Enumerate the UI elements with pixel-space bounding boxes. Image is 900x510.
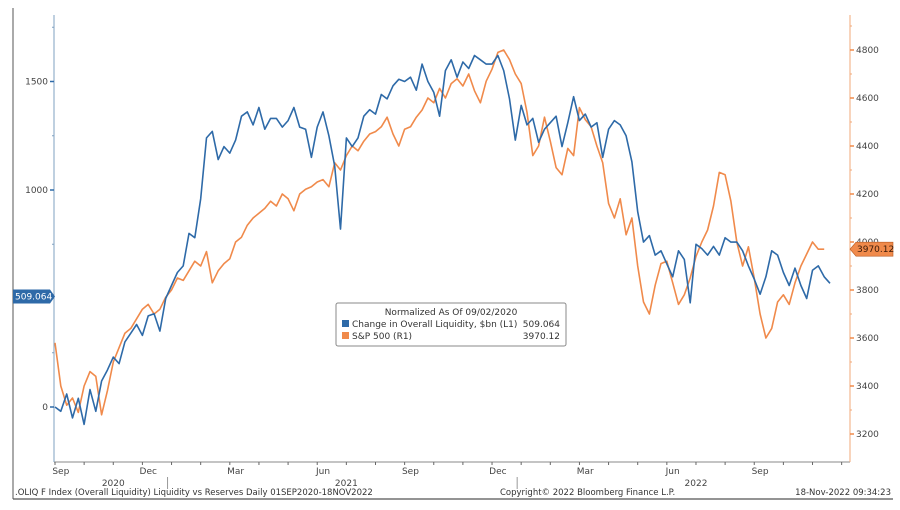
- x-month-label: Sep: [52, 467, 69, 477]
- right-tick-label: 3600: [856, 334, 879, 344]
- left-badge-shape: [13, 289, 55, 304]
- right-tick-label: 4200: [856, 190, 879, 200]
- x-month-label: Dec: [140, 467, 157, 477]
- right-tick-label: 4600: [856, 94, 879, 104]
- legend: Normalized As Of 09/02/2020 Change in Ov…: [335, 302, 567, 347]
- legend-value-liquidity: 509.064: [523, 320, 560, 330]
- right-tick-label: 4800: [856, 46, 879, 56]
- right-badge-text: 3970.12: [857, 245, 894, 255]
- series-layer: [54, 49, 831, 426]
- legend-label-sp500: S&P 500 (R1): [352, 332, 412, 342]
- legend-swatch-sp500: [342, 332, 349, 339]
- x-month-label: Mar: [227, 467, 244, 477]
- series-line-sp500: [54, 49, 825, 416]
- right-tick-label: 3200: [856, 430, 879, 440]
- legend-value-sp500: 3970.12: [523, 332, 560, 342]
- left-badge-text: 509.064: [15, 293, 52, 303]
- left-last-value-badge: 509.064: [13, 289, 55, 304]
- right-tick-label: 3800: [856, 286, 879, 296]
- right-tick-label: 4400: [856, 142, 879, 152]
- left-tick-label: 1000: [25, 186, 48, 196]
- x-month-label: Jun: [665, 467, 680, 477]
- x-year-label: 2022: [685, 479, 708, 489]
- left-tick-label: 0: [42, 403, 48, 413]
- right-tick-label: 3400: [856, 382, 879, 392]
- legend-box: [335, 302, 567, 347]
- x-axis-ticks: Sep Dec Mar Jun Sep Dec Mar Jun Sep 2020 2021 2022: [52, 462, 843, 489]
- x-month-label: Mar: [577, 467, 594, 477]
- series-line-liquidity: [54, 54, 831, 426]
- footer-index-description: .OLIQ F Index (Overall Liquidity) Liquid…: [15, 488, 373, 498]
- right-badge-shape: [849, 241, 894, 257]
- x-month-label: Dec: [489, 467, 506, 477]
- right-last-value-badge: 3970.12: [849, 241, 894, 257]
- x-year-label: 2020: [102, 479, 125, 489]
- legend-swatch-liquidity: [342, 320, 349, 327]
- left-axis-ticks: 0 1000 1500: [25, 26, 54, 413]
- footer-timestamp: 18-Nov-2022 09:34:23: [795, 488, 891, 498]
- x-year-label: 2021: [335, 479, 358, 489]
- legend-label-liquidity: Change in Overall Liquidity, $bn (L1): [352, 320, 517, 330]
- x-month-label: Sep: [402, 467, 419, 477]
- left-tick-label: 1500: [25, 78, 48, 88]
- right-axis-ticks: 320034003600380040004200440046004800: [850, 25, 879, 440]
- x-month-label: Sep: [752, 467, 769, 477]
- footer-copyright: Copyright© 2022 Bloomberg Finance L.P.: [500, 488, 675, 498]
- x-month-label: Jun: [315, 467, 330, 477]
- legend-title: Normalized As Of 09/02/2020: [385, 308, 518, 318]
